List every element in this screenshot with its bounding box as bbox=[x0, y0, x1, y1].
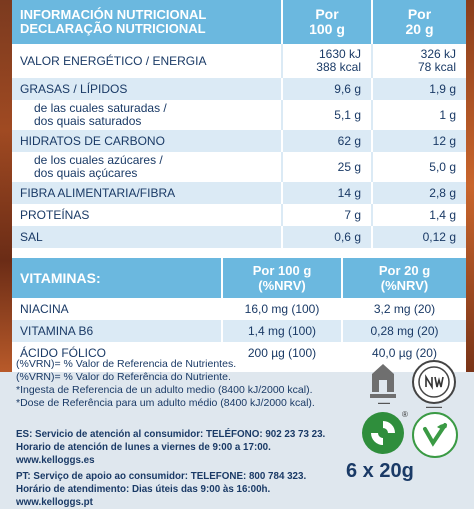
vit-col-20-line2: (%NRV) bbox=[380, 278, 429, 293]
consumer-service: ES: Servicio de atención al consumidor: … bbox=[16, 428, 336, 509]
row-label: PROTEÍNAS bbox=[20, 207, 90, 222]
row-value-20: 1 g bbox=[371, 100, 466, 130]
row-label: de los cuales azúcares / dos quais açúcar… bbox=[34, 153, 163, 180]
vit-row-value-100: 1,4 mg (100) bbox=[221, 320, 342, 342]
box-edge-left bbox=[0, 0, 12, 372]
vit-col-100-line1: Por 100 g bbox=[252, 263, 312, 278]
table-gap bbox=[12, 248, 466, 258]
row-value-20: 1,4 g bbox=[371, 204, 466, 226]
footnote-ri-pt: *Dose de Referência para um adulto médio… bbox=[16, 397, 315, 409]
pack-size: 6 x 20g bbox=[346, 460, 414, 482]
footnote-vrn-pt: (%VRN)= % Valor do Referência do Nutrien… bbox=[16, 371, 231, 383]
nutrition-title-pt: DECLARAÇÃO NUTRICIONAL bbox=[20, 21, 206, 36]
halal-caption-icon: ▬▬▬ bbox=[378, 400, 390, 405]
row-value-20: 2,8 g bbox=[371, 182, 466, 204]
nutrition-header-row: INFORMACIÓN NUTRICIONAL DECLARAÇÃO NUTRI… bbox=[12, 0, 466, 44]
row-value-100: 25 g bbox=[281, 152, 372, 182]
row-fat: GRASAS / LÍPIDOS 9,6 g 1,9 g bbox=[12, 78, 466, 100]
col-header-100g: Por 100 g bbox=[281, 0, 372, 44]
vit-row-value-20: 3,2 mg (20) bbox=[341, 298, 466, 320]
row-value-100: 7 g bbox=[281, 204, 372, 226]
row-fibre: FIBRA ALIMENTARIA/FIBRA 14 g 2,8 g bbox=[12, 182, 466, 204]
vit-col-20-line1: Por 20 g bbox=[378, 263, 431, 278]
row-value-100: 9,6 g bbox=[281, 78, 372, 100]
row-value-100: 5,1 g bbox=[281, 100, 372, 130]
vit-row-folic-acid: ÁCIDO FÓLICO 200 µg (100) 40,0 µg (20) bbox=[12, 342, 466, 364]
vit-row-value-20: 40,0 µg (20) bbox=[341, 342, 466, 364]
row-label: GRASAS / LÍPIDOS bbox=[12, 78, 282, 100]
vit-row-label: NIACINA bbox=[20, 302, 69, 316]
vegetarian-logo-icon bbox=[412, 412, 458, 458]
row-carbohydrate: HIDRATOS DE CARBONO 62 g 12 g bbox=[12, 130, 466, 152]
row-value-100: 1630 kJ 388 kcal bbox=[281, 44, 372, 78]
nutrition-table: INFORMACIÓN NUTRICIONAL DECLARAÇÃO NUTRI… bbox=[12, 0, 466, 248]
row-label: de las cuales saturadas / dos quais satur… bbox=[34, 101, 167, 128]
vit-col-header-20g: Por 20 g (%NRV) bbox=[341, 258, 466, 298]
row-value-100: 62 g bbox=[281, 130, 372, 152]
vit-row-value-20: 0,28 mg (20) bbox=[341, 320, 466, 342]
row-label: FIBRA ALIMENTARIA/FIBRA bbox=[12, 182, 282, 204]
col-20-line1: Por bbox=[407, 6, 432, 22]
vitamins-header-row: VITAMINAS: Por 100 g (%NRV) Por 20 g (%N… bbox=[12, 258, 466, 298]
footnote-vrn-es: (%VRN)= % Valor de Referencia de Nutrien… bbox=[16, 358, 237, 370]
row-sugars: de los cuales azúcares / dos quais açúcar… bbox=[12, 152, 466, 182]
service-es: ES: Servicio de atención al consumidor: … bbox=[16, 429, 326, 466]
row-value-20: 0,12 g bbox=[371, 226, 466, 248]
row-label: VALOR ENERGÉTICO / ENERGIA bbox=[20, 53, 207, 68]
row-value-100: 14 g bbox=[281, 182, 372, 204]
vitamins-table: VITAMINAS: Por 100 g (%NRV) Por 20 g (%N… bbox=[12, 258, 466, 364]
nutrition-panel: INFORMACIÓN NUTRICIONAL DECLARAÇÃO NUTRI… bbox=[12, 0, 466, 372]
green-dot-recycling-icon bbox=[362, 412, 404, 454]
col-20-line2: 20 g bbox=[405, 21, 434, 37]
nwk-caption-icon: ▬▬▬▬ bbox=[426, 404, 442, 409]
vit-row-b6: VITAMINA B6 1,4 mg (100) 0,28 mg (20) bbox=[12, 320, 466, 342]
row-value-100: 0,6 g bbox=[281, 226, 372, 248]
col-100-line1: Por bbox=[315, 6, 339, 22]
vit-col-100-line2: (%NRV) bbox=[258, 278, 306, 293]
col-100-line2: 100 g bbox=[309, 21, 345, 37]
halal-logo-icon bbox=[368, 362, 398, 400]
row-value-20: 5,0 g bbox=[371, 152, 466, 182]
vit-row-value-100: 200 µg (100) bbox=[221, 342, 342, 364]
row-value-20: 12 g bbox=[371, 130, 466, 152]
vit-row-label: ÁCIDO FÓLICO bbox=[20, 346, 107, 360]
row-salt: SAL 0,6 g 0,12 g bbox=[12, 226, 466, 248]
registered-mark-icon: ® bbox=[402, 410, 408, 419]
col-header-20g: Por 20 g bbox=[371, 0, 466, 44]
vit-col-header-100g: Por 100 g (%NRV) bbox=[221, 258, 342, 298]
box-edge-right bbox=[466, 0, 474, 372]
row-value-20: 326 kJ 78 kcal bbox=[371, 44, 466, 78]
nutrition-title-es: INFORMACIÓN NUTRICIONAL bbox=[20, 7, 207, 22]
row-label: HIDRATOS DE CARBONO bbox=[12, 130, 282, 152]
service-pt: PT: Serviço de apoio ao consumidor: TELE… bbox=[16, 471, 307, 508]
vit-row-value-100: 16,0 mg (100) bbox=[221, 298, 342, 320]
row-energy: VALOR ENERGÉTICO / ENERGIA 1630 kJ 388 kc… bbox=[12, 44, 466, 78]
nutrition-title: INFORMACIÓN NUTRICIONAL DECLARAÇÃO NUTRI… bbox=[12, 0, 282, 44]
footnotes: (%VRN)= % Valor de Referencia de Nutrien… bbox=[16, 358, 366, 410]
vit-row-label: VITAMINA B6 bbox=[12, 320, 222, 342]
vit-row-niacin: NIACINA 16,0 mg (100) 3,2 mg (20) bbox=[12, 298, 466, 320]
row-saturated: de las cuales saturadas / dos quais satur… bbox=[12, 100, 466, 130]
row-label: SAL bbox=[12, 226, 282, 248]
nwk-logo-icon bbox=[412, 360, 456, 404]
row-protein: PROTEÍNAS 7 g 1,4 g bbox=[12, 204, 466, 226]
footnote-ri-es: *Ingesta de Referencia de un adulto medi… bbox=[16, 384, 313, 396]
vitamins-title: VITAMINAS: bbox=[12, 258, 222, 298]
row-value-20: 1,9 g bbox=[371, 78, 466, 100]
